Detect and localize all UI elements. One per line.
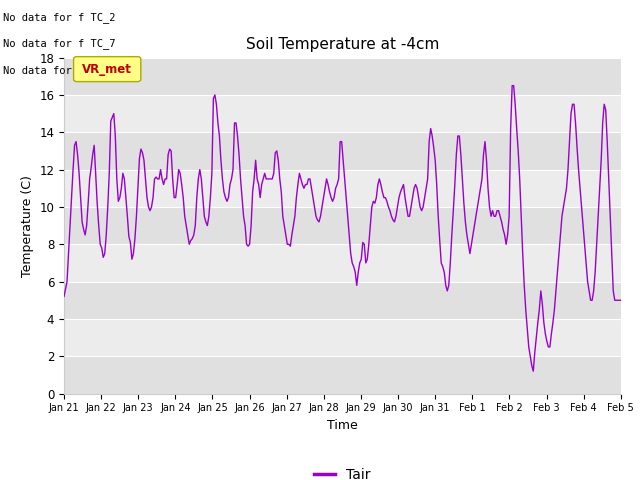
Y-axis label: Temperature (C): Temperature (C): [20, 175, 34, 276]
Bar: [64, 169, 621, 207]
Bar: [64, 95, 621, 132]
Legend: Tair: Tair: [308, 462, 376, 480]
Bar: [64, 58, 621, 95]
Text: VR_met: VR_met: [82, 62, 132, 76]
X-axis label: Time: Time: [327, 419, 358, 432]
Text: No data for f TC_12: No data for f TC_12: [3, 65, 122, 76]
Title: Soil Temperature at -4cm: Soil Temperature at -4cm: [246, 37, 439, 52]
Bar: [64, 356, 621, 394]
Bar: [64, 132, 621, 169]
Text: No data for f TC_2: No data for f TC_2: [3, 12, 116, 23]
Bar: [64, 244, 621, 282]
Bar: [64, 319, 621, 356]
Bar: [64, 207, 621, 244]
Text: No data for f TC_7: No data for f TC_7: [3, 38, 116, 49]
Bar: [64, 282, 621, 319]
